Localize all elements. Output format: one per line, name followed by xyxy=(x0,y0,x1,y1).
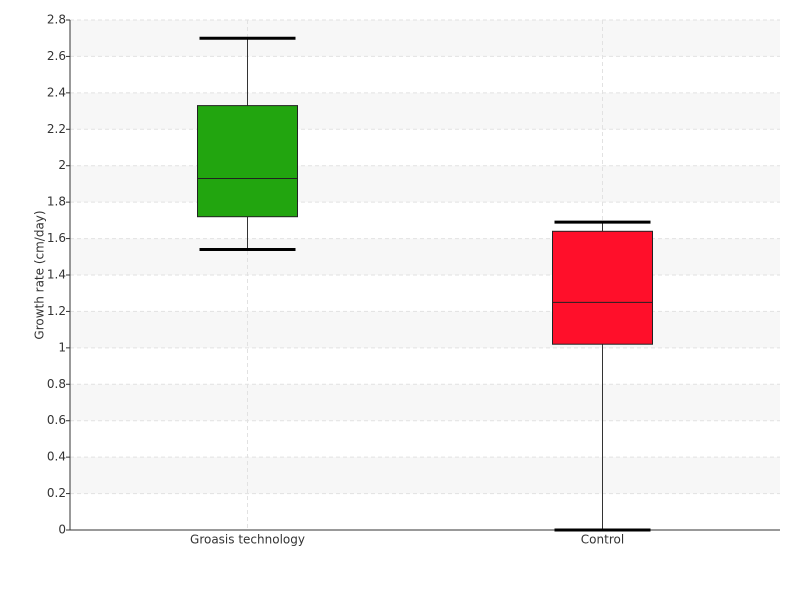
y-tick-label: 0.6 xyxy=(47,413,66,427)
band xyxy=(70,311,780,348)
band xyxy=(70,238,780,275)
y-tick-label: 1.2 xyxy=(47,304,66,318)
y-tick-label: 2.8 xyxy=(47,13,66,27)
box xyxy=(197,105,298,218)
y-tick-label: 0.2 xyxy=(47,486,66,500)
y-tick-label: 2.4 xyxy=(47,85,66,99)
y-tick-label: 2 xyxy=(58,158,66,172)
y-tick-label: 1.6 xyxy=(47,231,66,245)
y-tick-label: 2.2 xyxy=(47,122,66,136)
band xyxy=(70,165,780,203)
y-tick-label: 0.8 xyxy=(47,377,66,391)
y-tick-label: 1.8 xyxy=(47,195,66,209)
y-tick-label: 2.6 xyxy=(47,49,66,63)
y-tick-label: 0 xyxy=(58,523,66,537)
y-tick-label: 1 xyxy=(58,340,66,354)
band xyxy=(70,457,780,494)
band xyxy=(70,384,780,421)
y-tick-label: 0.4 xyxy=(47,450,66,464)
y-axis-label: Growth rate (cm/day) xyxy=(33,210,47,339)
band xyxy=(70,92,780,130)
x-tick-label: Control xyxy=(581,533,624,547)
band xyxy=(70,20,780,57)
box xyxy=(552,230,653,345)
y-tick-label: 1.4 xyxy=(47,268,66,282)
x-tick-label: Groasis technology xyxy=(190,533,305,547)
